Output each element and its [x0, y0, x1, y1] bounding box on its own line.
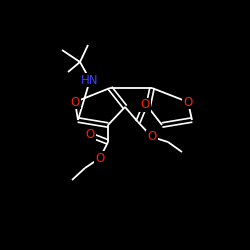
Text: O: O [148, 130, 156, 143]
Text: O: O [96, 152, 104, 164]
Text: HN: HN [81, 74, 99, 86]
Text: O: O [140, 98, 149, 112]
Text: O: O [86, 128, 94, 141]
Text: O: O [184, 96, 192, 108]
Text: O: O [70, 96, 80, 108]
